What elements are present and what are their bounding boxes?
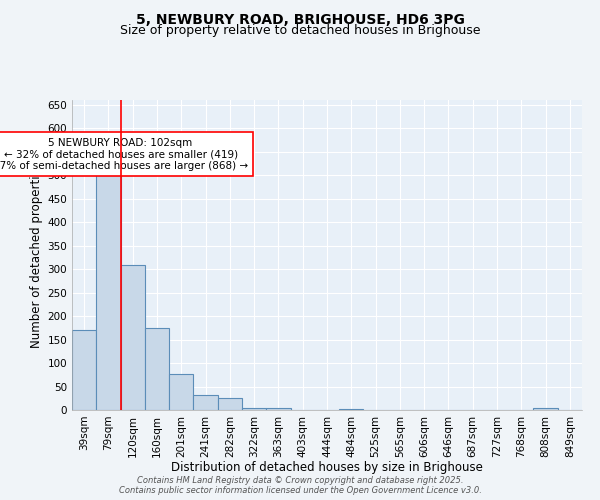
Bar (96, 170, 121, 410)
Text: Contains public sector information licensed under the Open Government Licence v3: Contains public sector information licen… (119, 486, 481, 495)
Bar (145, 328, 169, 410)
Text: 5 NEWBURY ROAD: 102sqm
← 32% of detached houses are smaller (419)
67% of semi-de: 5 NEWBURY ROAD: 102sqm ← 32% of detached… (0, 138, 248, 171)
Y-axis label: Number of detached properties: Number of detached properties (30, 162, 43, 348)
X-axis label: Distribution of detached houses by size in Brighouse: Distribution of detached houses by size … (171, 461, 483, 474)
Bar (121, 266, 145, 410)
Bar (169, 374, 193, 410)
Text: Contains HM Land Registry data © Crown copyright and database right 2025.: Contains HM Land Registry data © Crown c… (137, 476, 463, 485)
Bar (533, 408, 558, 410)
Bar (339, 408, 364, 410)
Bar (242, 408, 266, 410)
Bar (218, 398, 242, 410)
Bar (72, 330, 96, 410)
Text: Size of property relative to detached houses in Brighouse: Size of property relative to detached ho… (120, 24, 480, 37)
Text: 5, NEWBURY ROAD, BRIGHOUSE, HD6 3PG: 5, NEWBURY ROAD, BRIGHOUSE, HD6 3PG (136, 12, 464, 26)
Bar (266, 408, 290, 410)
Bar (193, 394, 218, 410)
